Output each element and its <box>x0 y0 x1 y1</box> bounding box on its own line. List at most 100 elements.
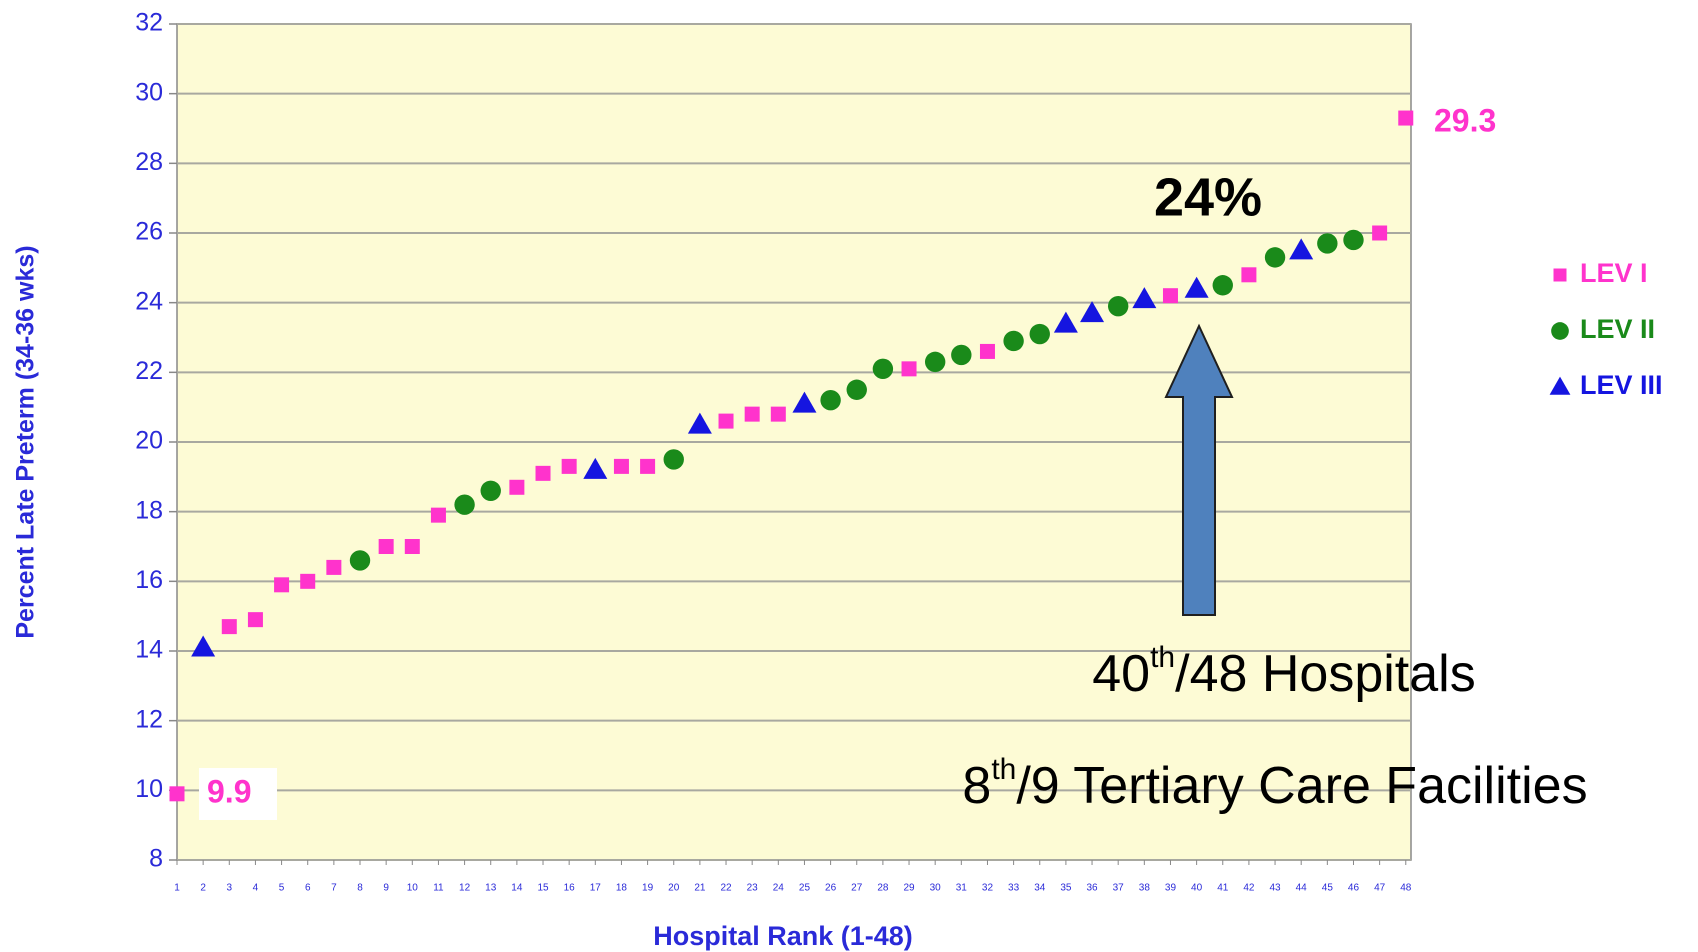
x-tick-label: 3 <box>227 883 233 894</box>
x-tick-label: 26 <box>825 883 837 894</box>
marker-square <box>561 458 577 474</box>
y-tick-label: 28 <box>135 148 163 176</box>
x-tick-label: 44 <box>1296 883 1308 894</box>
x-tick-label: 45 <box>1322 883 1334 894</box>
marker-circle <box>1264 247 1286 268</box>
marker-circle <box>924 351 946 373</box>
x-tick-label: 10 <box>407 883 419 894</box>
y-tick-label: 30 <box>135 78 163 106</box>
y-tick-label: 16 <box>135 566 163 594</box>
marker-circle <box>1317 233 1338 254</box>
x-tick-label: 18 <box>616 883 628 894</box>
y-axis-title: Percent Late Preterm (34-36 wks) <box>12 245 40 638</box>
x-tick-label: 22 <box>720 883 732 894</box>
x-tick-label: 14 <box>511 883 523 894</box>
y-tick-label: 32 <box>135 9 163 37</box>
x-tick-label: 23 <box>747 883 759 894</box>
marker-triangle <box>1184 276 1209 298</box>
marker-circle <box>1029 323 1050 345</box>
marker-circle <box>1343 229 1364 251</box>
marker-circle <box>480 480 501 501</box>
marker-circle <box>1212 275 1233 296</box>
marker-square <box>979 343 995 359</box>
marker-circle <box>846 379 867 400</box>
marker-triangle <box>1132 287 1157 309</box>
x-tick-label: 17 <box>590 883 602 894</box>
x-axis-title: Hospital Rank (1-48) <box>653 921 913 951</box>
y-tick-label: 10 <box>135 775 163 803</box>
marker-triangle <box>1289 238 1314 260</box>
x-tick-label: 21 <box>694 883 706 894</box>
annotation-bg <box>199 768 277 820</box>
marker-square <box>1372 225 1388 241</box>
x-tick-label: 7 <box>331 883 337 894</box>
x-tick-label: 32 <box>982 883 994 894</box>
x-tick-label: 24 <box>773 883 785 894</box>
y-tick-label: 12 <box>135 705 163 733</box>
tertiary-rest: /9 Tertiary Care Facilities <box>1016 757 1587 815</box>
rank-note: 40th/48 Hospitals <box>1092 641 1475 703</box>
y-tick-label: 22 <box>135 357 163 385</box>
x-tick-label: 8 <box>357 883 363 894</box>
y-tick-label: 14 <box>135 636 163 664</box>
marker-square <box>901 361 917 377</box>
x-tick-label: 27 <box>851 883 863 894</box>
marker-circle <box>820 390 841 411</box>
marker-square <box>1553 268 1567 282</box>
marker-square <box>1162 288 1178 304</box>
x-tick-label: 48 <box>1400 883 1412 894</box>
marker-circle <box>1107 295 1129 317</box>
marker-square <box>613 458 629 474</box>
marker-circle <box>1003 330 1024 352</box>
x-tick-label: 39 <box>1165 883 1177 894</box>
rank-rest: /48 Hospitals <box>1175 645 1476 703</box>
x-tick-label: 41 <box>1217 883 1229 894</box>
marker-triangle <box>792 391 817 413</box>
legend-label: LEV I <box>1580 258 1648 288</box>
x-tick-label: 28 <box>877 883 889 894</box>
x-tick-label: 13 <box>485 883 497 894</box>
x-tick-label: 47 <box>1374 883 1386 894</box>
marker-square <box>430 507 446 523</box>
marker-square <box>247 612 263 628</box>
marker-circle <box>663 449 684 470</box>
marks <box>169 110 1414 802</box>
marker-square <box>221 619 237 635</box>
x-tick-label: 16 <box>564 883 576 894</box>
marker-square <box>378 539 394 554</box>
x-tick-label: 19 <box>642 883 654 894</box>
marker-circle <box>1551 322 1569 340</box>
marker-circle <box>872 358 894 380</box>
x-tick-label: 4 <box>253 883 259 894</box>
rank-sup: th <box>1150 641 1175 674</box>
annotation: 24% <box>1154 167 1262 227</box>
x-tick-label: 37 <box>1113 883 1125 894</box>
y-tick-label: 26 <box>135 218 163 246</box>
marker-square <box>718 413 734 429</box>
marker-square <box>535 465 551 481</box>
x-tick-label: 12 <box>459 883 471 894</box>
x-tick-label: 11 <box>433 883 444 894</box>
y-tick-label: 20 <box>135 427 163 455</box>
x-tick-label: 33 <box>1008 883 1020 894</box>
x-tick-label: 29 <box>903 883 915 894</box>
marker-square <box>1241 267 1257 283</box>
marker-triangle <box>687 412 712 434</box>
x-tick-label: 46 <box>1348 883 1360 894</box>
marker-square <box>744 406 760 422</box>
x-tick-label: 25 <box>799 883 811 894</box>
marker-circle <box>454 494 475 515</box>
x-tick-label: 34 <box>1034 883 1046 894</box>
tertiary-note: 8th/9 Tertiary Care Facilities <box>962 753 1587 815</box>
rank-num: 40 <box>1092 645 1150 703</box>
y-tick-label: 18 <box>135 496 163 524</box>
x-tick-label: 15 <box>537 883 549 894</box>
tertiary-sup: th <box>991 753 1016 786</box>
x-tick-label: 5 <box>279 883 285 894</box>
marker-triangle <box>191 635 216 657</box>
x-tick-label: 9 <box>383 883 389 894</box>
marker-square <box>300 573 316 589</box>
annotation: 29.3 <box>1434 102 1496 138</box>
x-tick-label: 43 <box>1269 883 1281 894</box>
